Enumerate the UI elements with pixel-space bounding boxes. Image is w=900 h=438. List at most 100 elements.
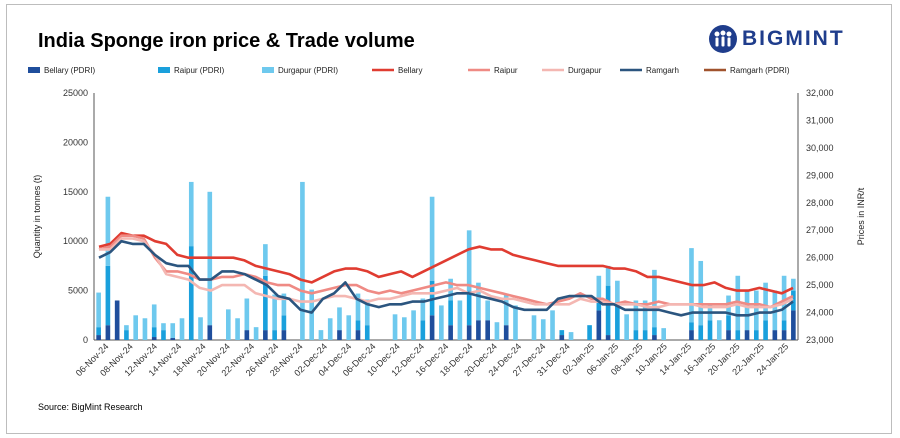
legend-swatch — [158, 67, 170, 73]
bar-raipur-pdri — [124, 330, 129, 340]
chart-title: India Sponge iron price & Trade volume — [38, 30, 415, 52]
legend-item: Bellary (PDRI) — [44, 66, 95, 75]
bar-durgapur-pdri — [355, 293, 361, 321]
bar-durgapur-pdri — [151, 304, 157, 328]
bar-durgapur-pdri — [596, 275, 602, 301]
bar-bellary-pdri — [105, 325, 111, 340]
logo-people-icon — [709, 25, 737, 53]
bar-raipur-pdri — [754, 330, 759, 340]
bar-durgapur-pdri — [96, 292, 101, 328]
line-ramgarh — [98, 239, 794, 317]
bar-bellary-pdri — [781, 330, 787, 340]
bar-raipur-pdri — [707, 320, 713, 340]
bar-durgapur-pdri — [318, 330, 324, 340]
legend-item: Raipur — [494, 66, 518, 75]
legend-item: Raipur (PDRI) — [174, 66, 225, 75]
bar-durgapur-pdri — [364, 299, 370, 326]
y-tick-label: 15000 — [63, 187, 88, 197]
bar-durgapur-pdri — [429, 196, 435, 281]
y-tick-label: 20000 — [63, 137, 88, 147]
y-axis-title: Quantity in tonnes (t) — [32, 175, 42, 259]
bar-bellary-pdri — [448, 325, 453, 340]
bar-durgapur-pdri — [457, 300, 463, 340]
y2-tick-label: 27,000 — [806, 225, 834, 235]
bar-bellary-pdri — [244, 330, 250, 340]
bar-bellary-pdri — [652, 335, 657, 340]
bar-bellary-pdri — [281, 330, 287, 340]
bar-durgapur-pdri — [781, 275, 787, 321]
bar-durgapur-pdri — [198, 317, 203, 340]
bar-bellary-pdri — [559, 335, 565, 340]
bar-raipur-pdri — [272, 330, 277, 340]
legend-item: Bellary — [398, 66, 422, 75]
bar-raipur-pdri — [642, 330, 648, 340]
source-note: Source: BigMint Research — [38, 402, 143, 412]
y2-tick-label: 24,000 — [806, 308, 834, 318]
bar-raipur-pdri — [188, 246, 194, 340]
bar-raipur-pdri — [355, 320, 361, 331]
bar-durgapur-pdri — [605, 265, 611, 286]
bar-bellary-pdri — [744, 330, 750, 340]
bar-durgapur-pdri — [494, 322, 500, 340]
y-tick-label: 25000 — [63, 88, 88, 98]
bar-raipur-pdri — [466, 290, 472, 326]
y2-tick-label: 29,000 — [806, 170, 834, 180]
lines — [98, 231, 794, 317]
bar-durgapur-pdri — [550, 310, 555, 340]
y-tick-label: 0 — [83, 335, 88, 345]
bar-bellary-pdri — [355, 330, 361, 340]
bar-durgapur-pdri — [179, 318, 185, 340]
bar-raipur-pdri — [726, 315, 731, 331]
bar-durgapur-pdri — [392, 314, 398, 340]
bar-durgapur-pdri — [124, 325, 129, 331]
legend-item: Ramgarh (PDRI) — [730, 66, 790, 75]
bar-durgapur-pdri — [661, 328, 666, 340]
bar-durgapur-pdri — [485, 300, 490, 321]
bar-bellary-pdri — [170, 338, 176, 340]
chart-frame — [6, 4, 892, 434]
bar-durgapur-pdri — [633, 300, 639, 331]
bigmint-logo: BIGMINT — [708, 24, 845, 54]
bar-durgapur-pdri — [337, 307, 342, 331]
bar-raipur-pdri — [281, 315, 287, 331]
bar-durgapur-pdri — [253, 327, 259, 340]
bar-durgapur-pdri — [624, 314, 629, 340]
bar-durgapur-pdri — [402, 317, 407, 340]
bar-durgapur-pdri — [698, 260, 704, 326]
bar-bellary-pdri — [466, 325, 472, 340]
bar-raipur-pdri — [96, 327, 101, 336]
bars — [96, 181, 796, 340]
bar-durgapur-pdri — [540, 319, 546, 340]
bar-durgapur-pdri — [476, 282, 481, 321]
legend-item: Ramgarh — [646, 66, 679, 75]
bar-durgapur-pdri — [744, 290, 750, 331]
bar-durgapur-pdri — [754, 290, 759, 331]
bar-bellary-pdri — [263, 330, 268, 340]
bar-durgapur-pdri — [503, 293, 509, 326]
bar-raipur-pdri — [791, 290, 796, 311]
bar-durgapur-pdri — [411, 310, 416, 340]
bar-durgapur-pdri — [531, 315, 537, 340]
bar-raipur-pdri — [763, 320, 768, 340]
bar-bellary-pdri — [772, 330, 778, 340]
bar-durgapur-pdri — [439, 305, 444, 340]
legend-swatch — [28, 67, 40, 73]
bar-raipur-pdri — [105, 265, 111, 326]
logo-text: BIGMINT — [742, 27, 845, 50]
bar-raipur-pdri — [698, 325, 704, 340]
bar-durgapur-pdri — [161, 323, 166, 331]
bar-raipur-pdri — [448, 300, 453, 326]
bar-raipur-pdri — [781, 320, 787, 331]
y2-tick-label: 32,000 — [806, 88, 834, 98]
bar-bellary-pdri — [596, 310, 602, 340]
bar-durgapur-pdri — [716, 320, 722, 340]
bar-durgapur-pdri — [272, 294, 277, 331]
y-tick-label: 10000 — [63, 236, 88, 246]
legend-item: Durgapur — [568, 66, 602, 75]
bar-bellary-pdri — [476, 320, 481, 340]
bar-raipur-pdri — [735, 330, 741, 340]
bar-durgapur-pdri — [300, 181, 305, 340]
legend-swatch — [262, 67, 274, 73]
bar-bellary-pdri — [337, 330, 342, 340]
